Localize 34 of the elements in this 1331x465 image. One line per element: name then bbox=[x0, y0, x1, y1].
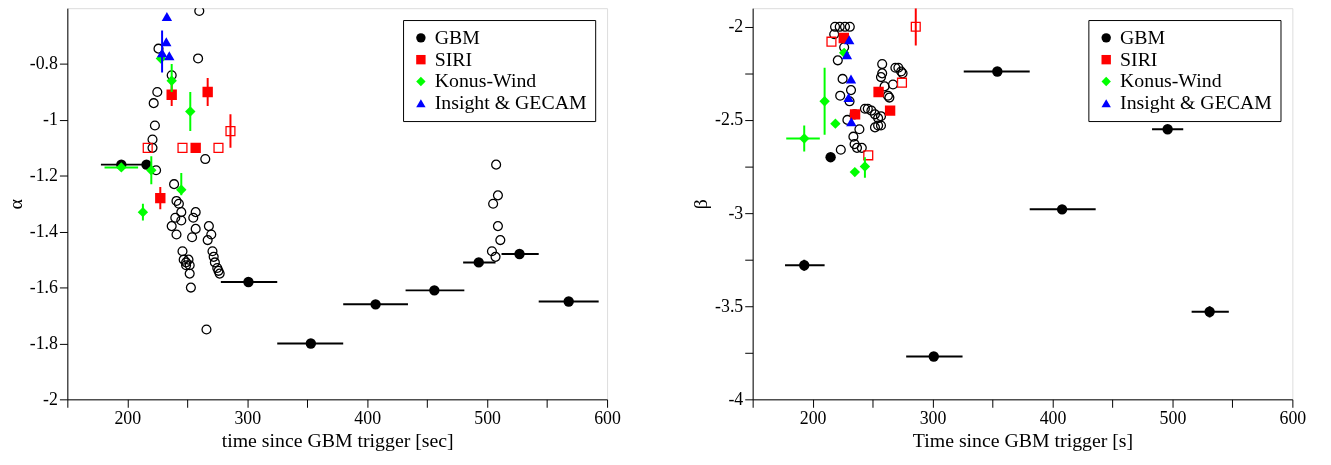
y-tick-label: -0.8 bbox=[29, 53, 59, 74]
x-axis-title: Time since GBM trigger [s] bbox=[912, 429, 1134, 452]
x-tick-label: 400 bbox=[1039, 407, 1067, 428]
legend-label: Insight & GECAM bbox=[1120, 91, 1273, 114]
y-tick-label: -1.4 bbox=[29, 221, 59, 242]
legend-label: Insight & GECAM bbox=[434, 91, 587, 114]
legend-label: SIRI bbox=[434, 47, 473, 70]
legend-label: Konus-Wind bbox=[434, 69, 537, 92]
y-tick-label: -1 bbox=[43, 109, 58, 130]
x-tick-label: 200 bbox=[799, 407, 827, 428]
y-tick-label: -1.6 bbox=[29, 277, 59, 298]
x-tick-label: 300 bbox=[234, 407, 262, 428]
x-tick-label: 300 bbox=[919, 407, 947, 428]
y-tick-label: -2 bbox=[43, 388, 58, 409]
x-tick-label: 500 bbox=[474, 407, 502, 428]
y-axis-title: β bbox=[689, 199, 712, 210]
y-axis-title: α bbox=[3, 199, 26, 210]
legend-label: GBM bbox=[434, 25, 481, 48]
x-tick-label: 200 bbox=[114, 407, 142, 428]
y-tick-label: -3.5 bbox=[715, 295, 744, 316]
y-tick-label: -1.8 bbox=[29, 332, 59, 353]
y-tick-label: -2 bbox=[728, 16, 744, 37]
y-tick-label: -1.2 bbox=[29, 165, 58, 186]
legend-label: SIRI bbox=[1120, 47, 1158, 70]
x-tick-label: 600 bbox=[1279, 407, 1307, 428]
y-tick-label: -4 bbox=[728, 388, 744, 409]
x-axis-title: time since GBM trigger [sec] bbox=[221, 429, 454, 452]
legend-label: GBM bbox=[1120, 25, 1166, 48]
x-tick-label: 600 bbox=[594, 407, 622, 428]
y-tick-label: -2.5 bbox=[715, 109, 744, 130]
x-tick-label: 400 bbox=[354, 407, 382, 428]
y-tick-label: -3 bbox=[728, 202, 744, 223]
x-tick-label: 500 bbox=[1159, 407, 1187, 428]
legend-label: Konus-Wind bbox=[1120, 69, 1222, 92]
